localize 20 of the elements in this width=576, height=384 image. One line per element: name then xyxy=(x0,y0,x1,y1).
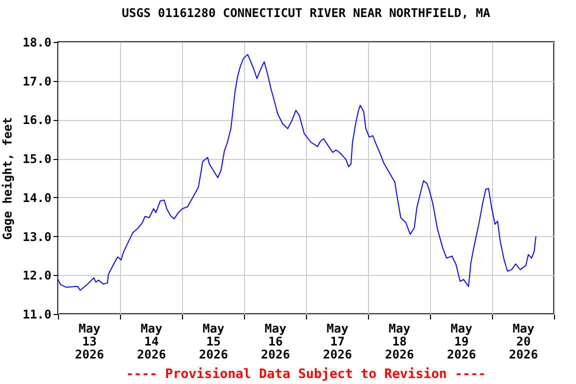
x-tick-label: May 18 2026 xyxy=(385,322,414,362)
x-tick-label: May 15 2026 xyxy=(199,322,228,362)
x-tick-label: May 13 2026 xyxy=(75,322,104,362)
y-tick-label: 17.0 xyxy=(22,74,52,88)
x-tick-label: May 17 2026 xyxy=(323,322,352,362)
y-tick-label: 16.0 xyxy=(22,113,52,128)
y-tick-label: 12.0 xyxy=(22,268,52,283)
x-tick-label: May 14 2026 xyxy=(137,322,166,362)
y-tick-label: 15.0 xyxy=(22,152,52,166)
y-tick-label: 14.0 xyxy=(22,190,52,205)
y-tick-label: 18.0 xyxy=(22,36,52,50)
y-axis-title: Gage height, feet xyxy=(0,117,15,240)
text: ---- Provisional Data Subject to Revision ---- xyxy=(124,367,488,382)
y-tick-label: 13.0 xyxy=(22,230,52,244)
x-tick-label: May 20 2026 xyxy=(509,322,538,362)
x-tick-label: May 19 2026 xyxy=(447,322,476,362)
chart-title: USGS 01161280 CONNECTICUT RIVER NEAR NORTHFIELD, MA xyxy=(122,6,491,20)
y-tick-label: 11.0 xyxy=(22,308,52,322)
x-tick-label: May 16 2026 xyxy=(261,322,290,362)
line-series xyxy=(58,54,536,291)
